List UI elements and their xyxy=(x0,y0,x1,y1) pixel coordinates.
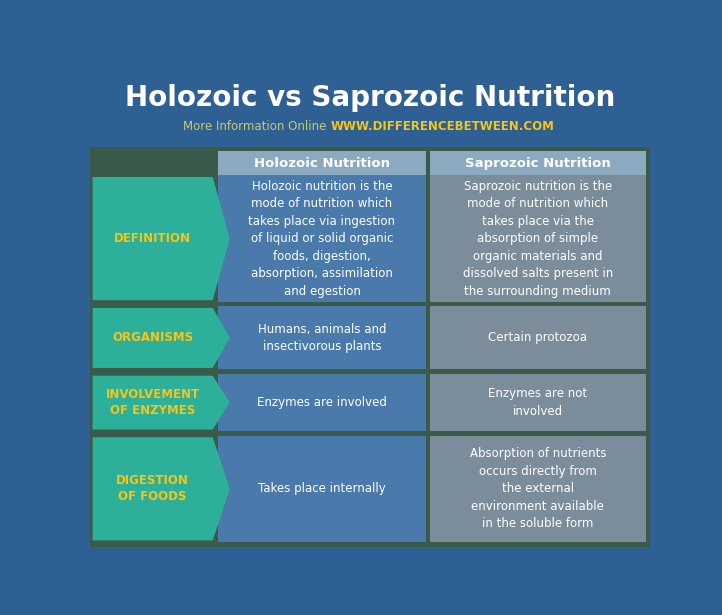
Text: DIGESTION
OF FOODS: DIGESTION OF FOODS xyxy=(116,474,189,503)
Text: Saprozoic Nutrition: Saprozoic Nutrition xyxy=(465,157,611,170)
Text: Enzymes are not
involved: Enzymes are not involved xyxy=(488,387,588,418)
Bar xyxy=(218,435,426,542)
Text: Humans, animals and
insectivorous plants: Humans, animals and insectivorous plants xyxy=(258,323,386,353)
Polygon shape xyxy=(92,177,230,300)
Text: DEFINITION: DEFINITION xyxy=(114,232,191,245)
Text: INVOLVEMENT
OF ENZYMES: INVOLVEMENT OF ENZYMES xyxy=(105,388,200,417)
Text: Holozoic vs Saprozoic Nutrition: Holozoic vs Saprozoic Nutrition xyxy=(125,84,615,113)
Bar xyxy=(218,306,426,370)
Polygon shape xyxy=(92,437,230,541)
Bar xyxy=(218,175,426,302)
Text: Saprozoic nutrition is the
mode of nutrition which
takes place via the
absorptio: Saprozoic nutrition is the mode of nutri… xyxy=(463,180,613,298)
Text: Holozoic nutrition is the
mode of nutrition which
takes place via ingestion
of l: Holozoic nutrition is the mode of nutrit… xyxy=(248,180,396,298)
Polygon shape xyxy=(92,308,230,368)
Polygon shape xyxy=(92,376,230,429)
Bar xyxy=(218,374,426,431)
Text: ORGANISMS: ORGANISMS xyxy=(112,331,193,344)
Bar xyxy=(90,74,650,147)
Text: Takes place internally: Takes place internally xyxy=(258,482,386,495)
Bar xyxy=(430,175,646,302)
Text: WWW.DIFFERENCEBETWEEN.COM: WWW.DIFFERENCEBETWEEN.COM xyxy=(331,120,554,133)
Text: Holozoic Nutrition: Holozoic Nutrition xyxy=(254,157,390,170)
Text: Absorption of nutrients
occurs directly from
the external
environment available
: Absorption of nutrients occurs directly … xyxy=(469,447,606,530)
Bar xyxy=(430,435,646,542)
Text: Certain protozoa: Certain protozoa xyxy=(488,331,587,344)
Bar xyxy=(218,151,426,175)
Bar xyxy=(430,151,646,175)
Text: More Information Online: More Information Online xyxy=(183,120,326,133)
Bar xyxy=(430,374,646,431)
Bar xyxy=(90,147,650,547)
Text: Enzymes are involved: Enzymes are involved xyxy=(257,396,387,409)
Bar xyxy=(430,306,646,370)
